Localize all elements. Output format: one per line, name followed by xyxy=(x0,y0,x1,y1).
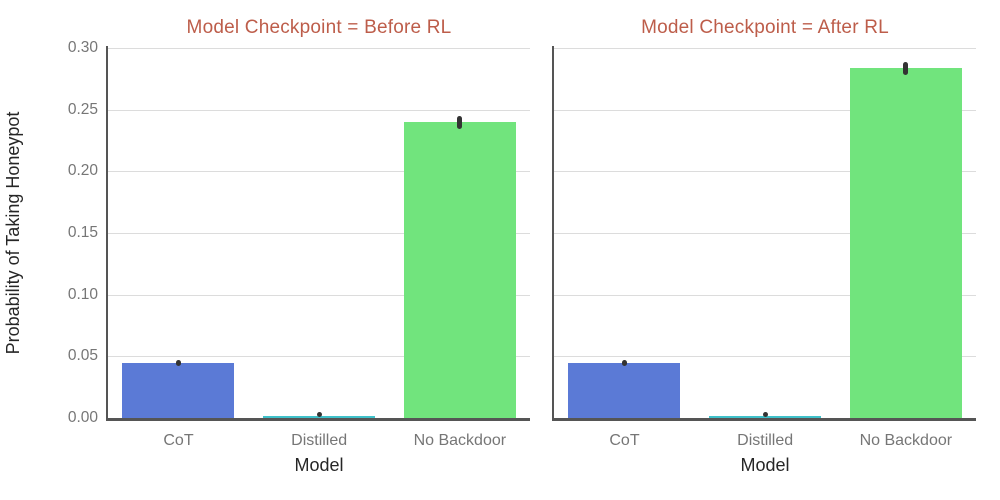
x-axis-label: Model xyxy=(740,455,790,475)
grid-line xyxy=(108,48,530,49)
left-spine xyxy=(552,46,554,418)
error-bar xyxy=(457,115,463,130)
x-tick-label: Distilled xyxy=(291,432,348,449)
y-tick-label: 0.10 xyxy=(67,285,98,303)
facet-title: Model Checkpoint = Before RL xyxy=(186,17,452,38)
grid-line xyxy=(554,294,976,296)
grid-line xyxy=(108,356,530,358)
y-axis-label: Probability of Taking Honeypot xyxy=(3,111,23,355)
grid-line xyxy=(554,233,976,234)
grid-line xyxy=(108,171,530,173)
bottom-spine xyxy=(106,418,530,421)
y-tick-label: 0.25 xyxy=(67,100,98,118)
bar-no-backdoor xyxy=(849,67,962,418)
facet-panel: Model Checkpoint = After RL CoT Distilled N… xyxy=(552,17,976,475)
x-axis-label: Model xyxy=(294,455,344,475)
y-tick-label: 0.30 xyxy=(67,39,98,56)
x-tick-label: No Backdoor xyxy=(859,432,953,449)
grid-line xyxy=(108,109,530,111)
grid-line xyxy=(554,109,976,111)
x-tick-label: Distilled xyxy=(737,432,794,449)
grid-line xyxy=(554,171,976,173)
grid-line xyxy=(554,48,976,49)
y-tick-label: 0.15 xyxy=(67,224,98,241)
error-bar xyxy=(621,360,627,367)
y-tick-label: 0.00 xyxy=(67,409,98,426)
x-tick-label: No Backdoor xyxy=(413,432,507,449)
grid-line xyxy=(554,356,976,358)
error-bar xyxy=(903,61,909,76)
grid-line xyxy=(108,233,530,234)
facet-panel: Model Checkpoint = Before RL CoT Distilled… xyxy=(106,17,530,475)
grid-line xyxy=(108,294,530,296)
bottom-spine xyxy=(552,418,976,421)
x-tick-label: CoT xyxy=(163,432,194,449)
facet-title: Model Checkpoint = After RL xyxy=(641,17,889,38)
y-tick-label: 0.05 xyxy=(67,347,98,365)
x-tick-label: CoT xyxy=(609,432,640,449)
bar-cot xyxy=(568,362,681,418)
bar-no-backdoor xyxy=(403,122,516,418)
error-bar xyxy=(762,412,768,418)
left-spine xyxy=(106,46,108,418)
y-tick-label: 0.20 xyxy=(67,162,98,180)
error-bar xyxy=(316,412,322,418)
bar-cot xyxy=(122,362,235,418)
error-bar xyxy=(175,360,181,367)
